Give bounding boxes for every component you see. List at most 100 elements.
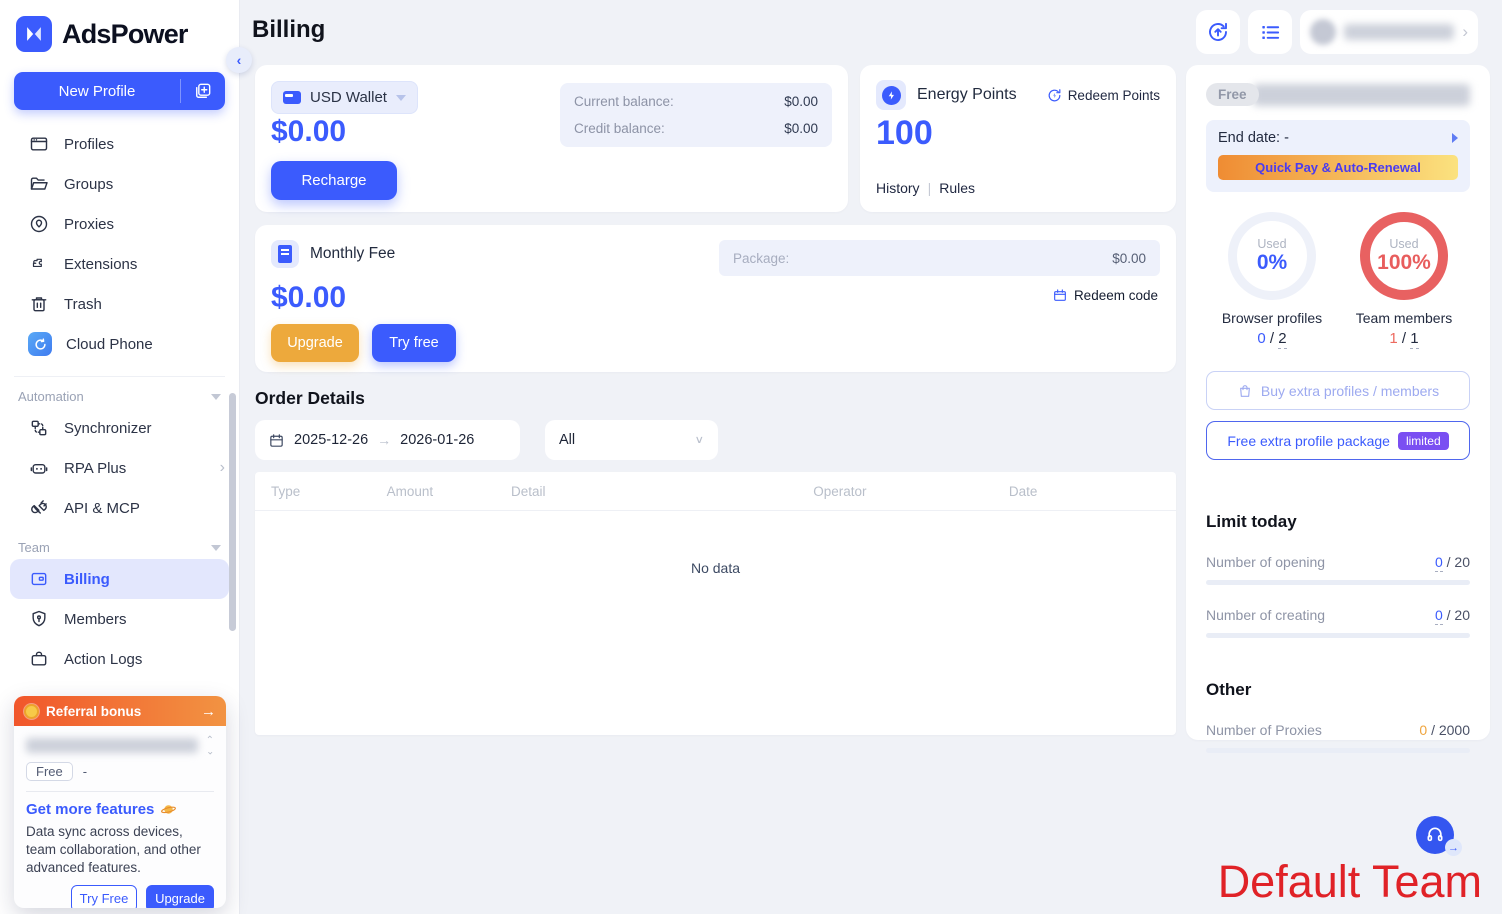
- arrow-right-icon: →: [1445, 839, 1462, 856]
- sidebar-item-extensions[interactable]: Extensions: [0, 244, 239, 284]
- sidebar-scrollbar[interactable]: [229, 393, 236, 631]
- proxies-map-icon: [28, 213, 50, 235]
- order-type-select[interactable]: All ∨: [545, 420, 718, 460]
- sort-toggle-icon[interactable]: ⌃ ⌃: [205, 735, 214, 756]
- redeem-points-link[interactable]: Redeem Points: [1046, 87, 1160, 104]
- column-operator: Operator: [813, 483, 867, 499]
- shopping-bag-icon: [1240, 384, 1250, 397]
- sync-button[interactable]: [1196, 10, 1240, 54]
- chevron-down-icon: ∨: [694, 433, 704, 446]
- robot-icon: [28, 457, 50, 479]
- sync-icon: [1209, 22, 1227, 41]
- package-label: Package:: [733, 250, 790, 266]
- saturn-icon: [161, 805, 177, 814]
- end-date-box: End date: - Quick Pay & Auto-Renewal: [1206, 120, 1470, 192]
- energy-icon: [876, 80, 906, 110]
- browser-profiles-percent: 0%: [1256, 251, 1288, 274]
- sidebar-item-action-logs[interactable]: Action Logs: [0, 639, 239, 679]
- sidebar-item-members[interactable]: Members: [0, 599, 239, 639]
- column-date: Date: [1008, 483, 1038, 499]
- plan-panel: Free End date: - Quick Pay & Auto-Renewa…: [1186, 65, 1490, 753]
- arrow-right-icon: →: [201, 702, 216, 720]
- limit-today-title: Limit today: [1206, 512, 1297, 531]
- app-name: AdsPower: [62, 18, 188, 49]
- new-profile-label: New Profile: [58, 82, 136, 100]
- adspower-logo-icon: [16, 16, 52, 52]
- rules-link[interactable]: Rules: [939, 180, 975, 196]
- try-free-button[interactable]: Try free: [372, 324, 456, 362]
- other-title: Other: [1206, 680, 1252, 699]
- current-balance-value: $0.00: [784, 94, 818, 109]
- end-date-label: End date:: [1218, 130, 1281, 146]
- arrow-right-icon: →: [377, 432, 392, 448]
- referral-bonus-label: Referral bonus: [46, 703, 142, 719]
- new-profile-button[interactable]: New Profile: [14, 72, 225, 110]
- user-account-chip[interactable]: ›: [1300, 10, 1478, 54]
- wallet-selector[interactable]: USD Wallet: [271, 81, 418, 114]
- limited-badge: limited: [1397, 431, 1449, 450]
- referral-bonus-card: Referral bonus → ⌃ ⌃ Free - Get more feat…: [14, 696, 226, 908]
- sidebar-collapse-button[interactable]: ‹: [226, 47, 252, 73]
- referral-plan-suffix: -: [82, 764, 88, 779]
- sidebar-item-groups[interactable]: Groups: [0, 164, 239, 204]
- chevron-down-icon: [211, 544, 221, 551]
- referral-plan-badge: Free: [26, 762, 73, 781]
- referral-upgrade-button[interactable]: Upgrade: [146, 885, 214, 908]
- get-more-features-link[interactable]: Get more features: [26, 801, 214, 818]
- support-chat-button[interactable]: →: [1416, 816, 1462, 856]
- redeem-code-link[interactable]: Redeem code: [1052, 287, 1158, 303]
- profiles-icon: [28, 133, 50, 155]
- section-team[interactable]: Team: [0, 528, 239, 559]
- referral-bonus-banner[interactable]: Referral bonus →: [14, 696, 226, 726]
- date-range-picker[interactable]: 2025-12-26 → 2026-01-26: [255, 420, 520, 460]
- coin-icon: [24, 703, 39, 719]
- sidebar-item-rpa-plus[interactable]: RPA Plus ›: [0, 448, 239, 488]
- sidebar-nav: Profiles Groups Proxies Extensions Trash…: [0, 110, 239, 679]
- chevron-right-icon: ›: [219, 459, 225, 476]
- api-plug-icon: [28, 497, 50, 519]
- list-view-button[interactable]: [1248, 10, 1292, 54]
- sidebar-item-trash[interactable]: Trash: [0, 284, 239, 324]
- list-icon: [1261, 25, 1279, 39]
- sidebar-item-profiles[interactable]: Profiles: [0, 124, 239, 164]
- limit-opening-progressbar: [1206, 580, 1470, 585]
- referral-try-free-button[interactable]: Try Free: [71, 885, 137, 908]
- sidebar-item-billing[interactable]: Billing: [10, 559, 229, 599]
- credit-balance-label: Credit balance:: [574, 121, 665, 136]
- energy-title: Energy Points: [917, 86, 1017, 103]
- team-members-count: 1 / 1: [1389, 330, 1419, 349]
- redacted-team-name: [26, 737, 198, 753]
- column-amount: Amount: [386, 483, 434, 499]
- plan-badge: Free: [1206, 83, 1259, 106]
- sidebar-item-proxies[interactable]: Proxies: [0, 204, 239, 244]
- action-logs-icon: [28, 648, 50, 670]
- end-date-row[interactable]: End date: -: [1218, 130, 1458, 146]
- current-balance-label: Current balance:: [574, 94, 674, 109]
- quick-pay-button[interactable]: Quick Pay & Auto-Renewal: [1218, 155, 1458, 180]
- free-extra-package-button[interactable]: Free extra profile package limited: [1206, 421, 1470, 460]
- column-detail: Detail: [511, 483, 546, 499]
- section-automation[interactable]: Automation: [0, 377, 239, 408]
- sidebar-item-synchronizer[interactable]: Synchronizer: [0, 408, 239, 448]
- redacted-username: [1344, 24, 1455, 40]
- monthly-fee-amount: $0.00: [271, 281, 347, 314]
- wallet-balance-amount: $0.00: [271, 115, 347, 148]
- browser-profiles-count: 0 / 2: [1257, 330, 1287, 349]
- package-value: $0.00: [1112, 250, 1146, 266]
- cloud-phone-icon: [28, 332, 52, 356]
- history-link[interactable]: History: [876, 180, 920, 196]
- team-members-gauge: Used 100% Team members 1 / 1: [1338, 212, 1470, 349]
- add-profile-icon[interactable]: [181, 72, 225, 110]
- groups-folder-icon: [28, 173, 50, 195]
- usd-wallet-card: USD Wallet $0.00 Recharge Current balanc…: [255, 65, 848, 212]
- end-date-value: -: [1284, 130, 1289, 146]
- upgrade-button[interactable]: Upgrade: [271, 324, 359, 362]
- buy-extra-button[interactable]: Buy extra profiles / members: [1206, 371, 1470, 410]
- proxies-row: Number of Proxies 0 / 2000: [1206, 722, 1470, 738]
- date-to: 2026-01-26: [400, 432, 475, 448]
- sidebar-item-cloud-phone[interactable]: Cloud Phone: [0, 324, 239, 364]
- monthly-fee-icon: [271, 240, 299, 268]
- recharge-button[interactable]: Recharge: [271, 161, 397, 200]
- sidebar-item-api-mcp[interactable]: API & MCP: [0, 488, 239, 528]
- order-details-title: Order Details: [255, 388, 365, 408]
